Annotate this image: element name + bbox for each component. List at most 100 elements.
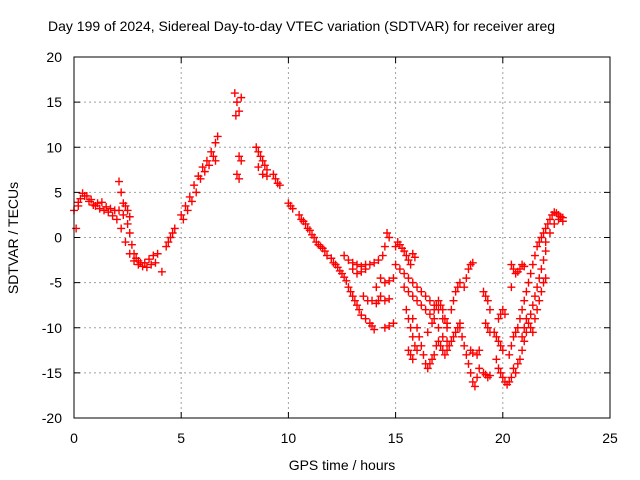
- data-point: [108, 211, 117, 220]
- data-point: [353, 260, 362, 269]
- data-point: [353, 269, 362, 278]
- data-point: [406, 323, 415, 332]
- data-point: [425, 310, 434, 319]
- data-point: [492, 332, 501, 341]
- data-point: [200, 167, 209, 176]
- data-point: [539, 278, 548, 287]
- data-point: [530, 292, 539, 301]
- data-point: [524, 319, 533, 328]
- data-point: [376, 274, 385, 283]
- data-point: [443, 323, 452, 332]
- y-tick-label: 0: [54, 230, 62, 246]
- data-point: [402, 251, 411, 260]
- data-point: [520, 296, 529, 305]
- data-point: [237, 156, 246, 165]
- data-point: [443, 346, 452, 355]
- data-point: [209, 152, 218, 161]
- data-point: [359, 292, 368, 301]
- data-point: [231, 111, 240, 120]
- data-point: [97, 198, 106, 207]
- data-point: [434, 323, 443, 332]
- data-point: [464, 265, 473, 274]
- data-point: [385, 276, 394, 285]
- data-point: [125, 249, 134, 258]
- data-point: [181, 201, 190, 210]
- data-point: [258, 170, 267, 179]
- data-point: [342, 276, 351, 285]
- data-point: [451, 287, 460, 296]
- data-point: [451, 328, 460, 337]
- data-point: [511, 368, 520, 377]
- data-point: [353, 301, 362, 310]
- data-point: [462, 350, 471, 359]
- data-point: [404, 287, 413, 296]
- data-point: [468, 349, 477, 358]
- data-point: [475, 364, 484, 373]
- data-point: [125, 228, 134, 237]
- data-point: [340, 251, 349, 260]
- data-point: [530, 251, 539, 260]
- data-point: [509, 364, 518, 373]
- data-point: [413, 296, 422, 305]
- data-point: [121, 238, 130, 247]
- data-point: [196, 174, 205, 183]
- data-point: [400, 269, 409, 278]
- data-point: [428, 319, 437, 328]
- data-point: [185, 192, 194, 201]
- data-point: [483, 296, 492, 305]
- data-point: [380, 323, 389, 332]
- data-point: [533, 242, 542, 251]
- data-point: [391, 260, 400, 269]
- data-point: [117, 224, 126, 233]
- data-point: [344, 256, 353, 265]
- data-point: [177, 210, 186, 219]
- data-point: [166, 233, 175, 242]
- gridlines: [74, 57, 610, 418]
- data-point: [473, 373, 482, 382]
- data-point: [305, 226, 314, 235]
- data-point: [485, 305, 494, 314]
- data-point: [496, 341, 505, 350]
- data-point: [470, 382, 479, 391]
- data-point: [410, 341, 419, 350]
- data-point: [511, 328, 520, 337]
- data-point: [507, 283, 516, 292]
- data-point: [402, 305, 411, 314]
- data-point: [507, 260, 516, 269]
- data-point: [513, 359, 522, 368]
- data-point: [130, 256, 139, 265]
- y-axis-title: SDTVAR / TECUs: [5, 182, 21, 294]
- data-point: [464, 359, 473, 368]
- data-point: [483, 323, 492, 332]
- data-point: [408, 355, 417, 364]
- x-tick-label: 25: [602, 430, 618, 446]
- data-point: [404, 314, 413, 323]
- data-point: [535, 296, 544, 305]
- data-point: [526, 310, 535, 319]
- data-point: [327, 254, 336, 263]
- data-point: [533, 283, 542, 292]
- data-point: [526, 323, 535, 332]
- data-point: [430, 314, 439, 323]
- data-point: [494, 364, 503, 373]
- data-point: [455, 323, 464, 332]
- data-point: [438, 305, 447, 314]
- data-point: [468, 258, 477, 267]
- data-point: [481, 292, 490, 301]
- y-tick-label: 10: [46, 139, 62, 155]
- data-point: [91, 201, 100, 210]
- data-point: [445, 341, 454, 350]
- data-point: [430, 350, 439, 359]
- x-tick-labels: 0 5 10 15 20 25: [70, 430, 618, 446]
- data-point: [494, 337, 503, 346]
- data-point: [254, 147, 263, 156]
- data-point: [434, 296, 443, 305]
- data-point: [183, 206, 192, 215]
- data-point: [419, 350, 428, 359]
- data-point: [408, 278, 417, 287]
- data-point: [485, 371, 494, 380]
- data-point: [322, 251, 331, 260]
- data-point: [260, 161, 269, 170]
- data-point: [125, 212, 134, 221]
- data-point: [95, 204, 104, 213]
